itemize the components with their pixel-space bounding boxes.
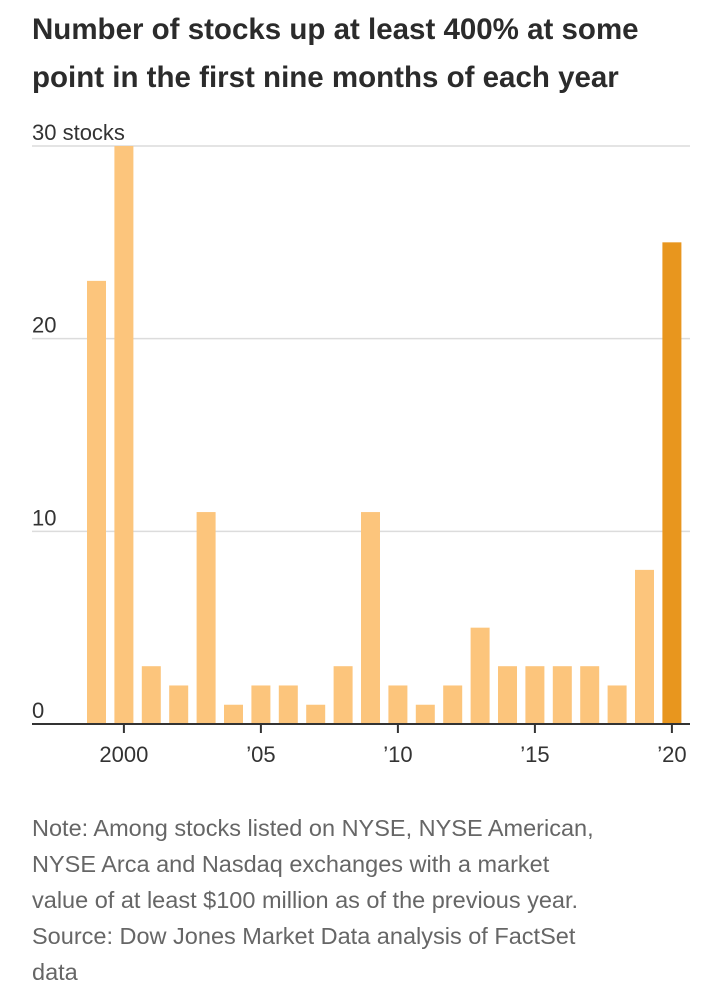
chart-title-line: point in the first nine months of each y… xyxy=(32,61,619,94)
bar-2012 xyxy=(443,685,463,724)
y-tick-label: 30 stocks xyxy=(32,120,125,145)
source-line: data xyxy=(32,959,78,985)
bar-2014 xyxy=(498,666,517,724)
note-line: value of at least $100 million as of the… xyxy=(32,887,579,913)
bar-2010 xyxy=(388,685,408,724)
bar-2016 xyxy=(552,666,572,724)
bar-2001 xyxy=(141,666,161,724)
bar-2006 xyxy=(278,685,298,724)
bar-2019 xyxy=(635,569,654,724)
x-tick-label: ’20 xyxy=(657,742,686,767)
chart-title: Number of stocks up at least 400% at som… xyxy=(32,6,692,102)
bar-2015 xyxy=(525,666,545,724)
bar-2018 xyxy=(607,685,627,724)
bars xyxy=(87,146,682,725)
note-line: Note: Among stocks listed on NYSE, NYSE … xyxy=(32,815,594,841)
bar-2017 xyxy=(580,666,600,724)
y-axis-labels: 0 10 20 30 stocks xyxy=(32,120,125,723)
bar-2008 xyxy=(333,666,353,724)
bar-2004 xyxy=(224,704,243,724)
bar-2013 xyxy=(470,627,490,724)
bar-2002 xyxy=(169,685,189,724)
chart-note: Note: Among stocks listed on NYSE, NYSE … xyxy=(32,810,702,990)
bar-chart: 0 10 20 30 stocks 2000 ’05 ’10 ’15 ’20 xyxy=(32,120,690,767)
bar-2009 xyxy=(361,512,380,724)
y-tick-label: 20 xyxy=(32,313,56,338)
bar-2005 xyxy=(251,685,271,724)
chart-title-line: Number of stocks up at least 400% at som… xyxy=(32,13,639,46)
bar-2020 xyxy=(662,242,682,725)
bar-2003 xyxy=(196,512,216,724)
x-tick-label: ’10 xyxy=(383,742,412,767)
bar-1999 xyxy=(87,280,106,724)
bar-2011 xyxy=(415,704,435,724)
x-tick-label: 2000 xyxy=(99,742,148,767)
y-tick-label: 10 xyxy=(32,505,56,530)
source-line: Source: Dow Jones Market Data analysis o… xyxy=(32,923,576,949)
bar-2000 xyxy=(114,146,134,724)
x-axis-labels: 2000 ’05 ’10 ’15 ’20 xyxy=(99,742,686,767)
y-tick-label: 0 xyxy=(32,698,44,723)
note-line: NYSE Arca and Nasdaq exchanges with a ma… xyxy=(32,851,550,877)
x-tick-label: ’05 xyxy=(246,742,275,767)
x-tick-label: ’15 xyxy=(520,742,549,767)
bar-2007 xyxy=(306,704,326,724)
x-axis xyxy=(32,723,690,733)
